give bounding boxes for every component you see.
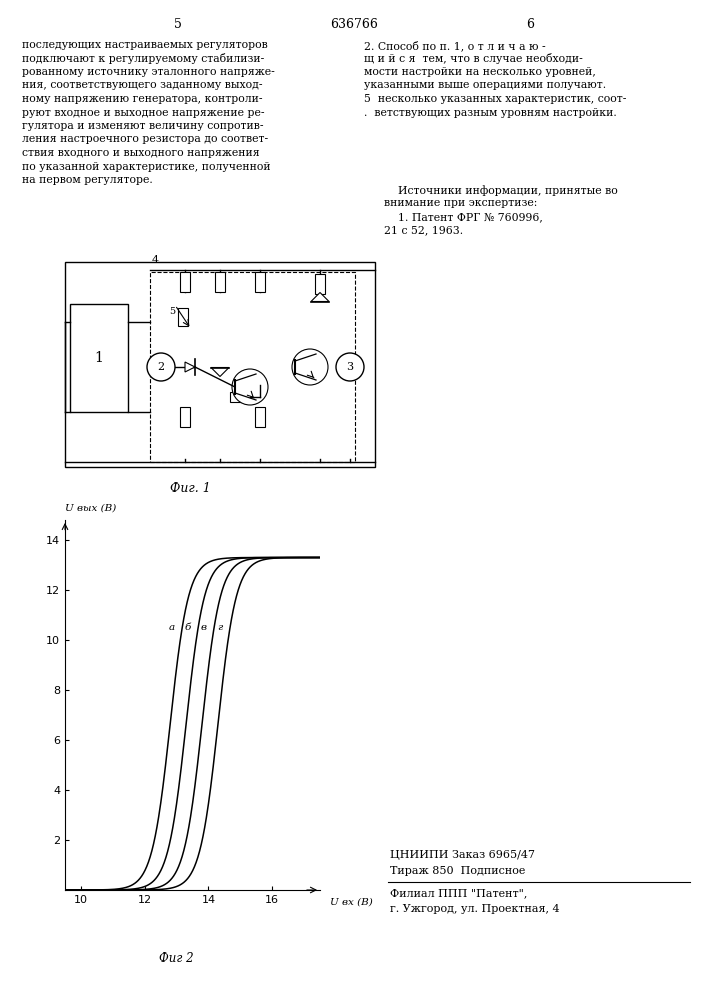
Text: указанными выше операциями получают.: указанными выше операциями получают. — [364, 81, 606, 91]
Text: 5: 5 — [174, 18, 182, 31]
Text: 2. Способ по п. 1, о т л и ч а ю -: 2. Способ по п. 1, о т л и ч а ю - — [364, 40, 546, 51]
Bar — [65, 262, 375, 467]
Text: 2: 2 — [158, 362, 165, 372]
Text: 636766: 636766 — [330, 18, 378, 31]
Text: 1: 1 — [95, 351, 103, 365]
Text: 5  несколько указанных характеристик, соот-: 5 несколько указанных характеристик, соо… — [364, 94, 626, 104]
Text: гулятора и изменяют величину сопротив-: гулятора и изменяют величину сопротив- — [22, 121, 264, 131]
Bar — [230, 392, 250, 402]
Text: ЦНИИПИ Заказ 6965/47: ЦНИИПИ Заказ 6965/47 — [390, 850, 535, 860]
Circle shape — [232, 369, 268, 405]
Text: ному напряжению генератора, контроли-: ному напряжению генератора, контроли- — [22, 94, 262, 104]
Text: Источники информации, принятые во: Источники информации, принятые во — [384, 185, 618, 196]
Text: Фиг 2: Фиг 2 — [159, 952, 194, 966]
Text: 1. Патент ФРГ № 760996,: 1. Патент ФРГ № 760996, — [384, 212, 543, 222]
Bar — [315, 274, 325, 294]
Text: щ и й с я  тем, что в случае необходи-: щ и й с я тем, что в случае необходи- — [364, 53, 583, 64]
Bar — [178, 308, 188, 326]
Bar — [255, 407, 265, 427]
Text: Фиг. 1: Фиг. 1 — [170, 482, 211, 495]
Circle shape — [336, 353, 364, 381]
Text: б: б — [185, 624, 191, 633]
Text: в: в — [201, 624, 206, 633]
Bar — [150, 272, 355, 462]
Bar — [180, 407, 190, 427]
Text: ствия входного и выходного напряжения: ствия входного и выходного напряжения — [22, 148, 259, 158]
Circle shape — [147, 353, 175, 381]
Polygon shape — [211, 367, 229, 376]
Text: 4: 4 — [152, 255, 159, 265]
Polygon shape — [311, 292, 329, 302]
Bar — [180, 272, 190, 292]
Circle shape — [292, 349, 328, 385]
Bar — [70, 304, 128, 412]
Text: Тираж 850  Подписное: Тираж 850 Подписное — [390, 866, 525, 876]
Text: 5: 5 — [169, 308, 175, 316]
Text: рованному источнику эталонного напряже-: рованному источнику эталонного напряже- — [22, 67, 275, 77]
Text: на первом регуляторе.: на первом регуляторе. — [22, 175, 153, 185]
Text: 3: 3 — [346, 362, 354, 372]
Text: г: г — [217, 624, 222, 633]
Text: 21 с 52, 1963.: 21 с 52, 1963. — [384, 226, 463, 235]
Bar — [215, 272, 225, 292]
Text: .  ветствующих разным уровням настройки.: . ветствующих разным уровням настройки. — [364, 107, 617, 117]
Text: мости настройки на несколько уровней,: мости настройки на несколько уровней, — [364, 67, 596, 77]
Text: подключают к регулируемому стабилизи-: подключают к регулируемому стабилизи- — [22, 53, 264, 64]
Text: U вых (В): U вых (В) — [65, 504, 116, 513]
Text: г. Ужгород, ул. Проектная, 4: г. Ужгород, ул. Проектная, 4 — [390, 904, 560, 914]
Text: U вх (В): U вх (В) — [329, 898, 373, 907]
Text: последующих настраиваемых регуляторов: последующих настраиваемых регуляторов — [22, 40, 268, 50]
Text: ния, соответствующего заданному выход-: ния, соответствующего заданному выход- — [22, 81, 262, 91]
Text: по указанной характеристике, полученной: по указанной характеристике, полученной — [22, 161, 271, 172]
Text: внимание при экспертизе:: внимание при экспертизе: — [384, 198, 537, 209]
Text: руют входное и выходное напряжение ре-: руют входное и выходное напряжение ре- — [22, 107, 264, 117]
Bar — [255, 272, 265, 292]
Text: ления настроечного резистора до соответ-: ления настроечного резистора до соответ- — [22, 134, 268, 144]
Polygon shape — [185, 362, 195, 372]
Text: Филиал ППП "Патент",: Филиал ППП "Патент", — [390, 888, 527, 898]
Text: а: а — [169, 624, 175, 633]
Text: 6: 6 — [526, 18, 534, 31]
